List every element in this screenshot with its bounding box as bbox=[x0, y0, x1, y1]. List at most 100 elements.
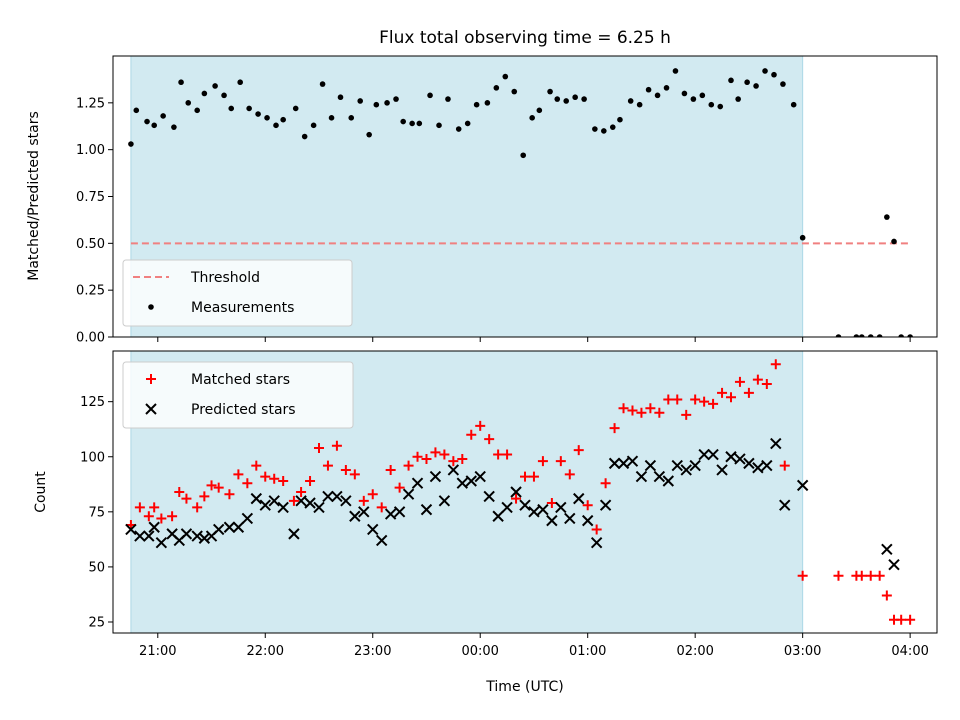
matched-star-point bbox=[296, 487, 307, 497]
predicted-star-point bbox=[734, 453, 746, 465]
measurement-point bbox=[799, 234, 806, 241]
measurement-point bbox=[144, 118, 150, 125]
y-tick-label: 75 bbox=[88, 505, 105, 520]
predicted-star-point bbox=[180, 528, 193, 540]
measurement-point bbox=[672, 68, 679, 74]
measurement-point bbox=[780, 81, 786, 87]
measurement-point bbox=[280, 116, 286, 123]
predicted-star-point bbox=[465, 475, 477, 487]
predicted-star-point bbox=[698, 448, 710, 461]
measurement-point bbox=[237, 79, 243, 86]
predicted-star-point bbox=[555, 501, 567, 514]
predicted-star-point bbox=[761, 459, 773, 472]
matched-star-point bbox=[181, 493, 192, 504]
measurement-point bbox=[663, 85, 670, 91]
x-tick-label: 03:00 bbox=[784, 644, 821, 659]
measurement-point bbox=[366, 131, 372, 138]
predicted-star-point bbox=[358, 506, 370, 518]
predicted-star-point bbox=[573, 492, 585, 505]
predicted-star-point bbox=[501, 501, 513, 514]
matched-star-point bbox=[269, 473, 280, 484]
measurement-point bbox=[400, 118, 406, 125]
predicted-star-point bbox=[259, 499, 271, 511]
predicted-star-point bbox=[644, 459, 657, 472]
measurement-point bbox=[337, 94, 344, 101]
matched-star-point bbox=[199, 491, 210, 502]
predicted-star-point bbox=[881, 543, 893, 555]
series-measurements bbox=[128, 68, 913, 337]
y-tick-label: 1.25 bbox=[76, 96, 105, 111]
matched-star-point bbox=[156, 513, 167, 524]
predicted-star-point bbox=[456, 477, 469, 489]
matched-star-point bbox=[484, 434, 495, 445]
measurement-point bbox=[319, 81, 326, 87]
predicted-star-point bbox=[707, 448, 719, 461]
matched-star-point bbox=[865, 570, 876, 581]
measurement-point bbox=[572, 94, 578, 101]
predicted-star-point bbox=[393, 506, 406, 518]
matched-star-point bbox=[149, 502, 160, 513]
predicted-star-point bbox=[608, 457, 621, 470]
predicted-star-point bbox=[510, 486, 522, 498]
matched-star-point bbox=[278, 475, 289, 486]
matched-star-point bbox=[690, 394, 701, 405]
measurement-point bbox=[609, 124, 616, 130]
matched-star-point bbox=[134, 502, 145, 513]
matched-star-point bbox=[708, 398, 719, 409]
measurement-point bbox=[699, 92, 706, 99]
matched-star-point bbox=[251, 460, 262, 471]
predicted-star-point bbox=[447, 464, 460, 476]
matched-star-point bbox=[636, 407, 647, 418]
measurement-point bbox=[373, 101, 380, 108]
legend-box bbox=[122, 361, 354, 429]
measurement-point bbox=[493, 85, 500, 91]
measurement-point bbox=[348, 115, 355, 121]
predicted-star-point bbox=[288, 528, 300, 540]
measurement-point bbox=[464, 120, 471, 127]
predicted-star-point bbox=[581, 514, 594, 527]
matched-star-point bbox=[770, 359, 781, 370]
predicted-star-point bbox=[474, 470, 486, 483]
matched-star-point bbox=[457, 453, 468, 464]
matched-star-point bbox=[358, 495, 369, 506]
measurement-point bbox=[762, 68, 768, 74]
matched-star-point bbox=[403, 460, 414, 471]
measurement-point bbox=[753, 83, 759, 89]
matched-star-point bbox=[726, 392, 736, 403]
matched-star-point bbox=[734, 376, 745, 387]
measurement-point bbox=[790, 101, 797, 108]
measurement-point bbox=[221, 92, 227, 99]
measurement-point bbox=[292, 105, 299, 112]
legend: Matched stars Predicted stars bbox=[122, 361, 354, 429]
matched-star-point bbox=[699, 396, 710, 407]
measurement-point bbox=[547, 88, 553, 95]
matched-star-point bbox=[466, 429, 477, 440]
measurement-point bbox=[728, 77, 734, 84]
predicted-star-point bbox=[304, 497, 316, 509]
measurement-point bbox=[246, 105, 252, 112]
measurement-point bbox=[636, 101, 643, 108]
matched-star-point bbox=[167, 511, 178, 522]
predicted-star-point bbox=[411, 477, 424, 489]
predicted-star-point bbox=[223, 521, 236, 533]
measurement-point bbox=[409, 120, 415, 127]
matched-star-point bbox=[896, 614, 907, 625]
measurement-point bbox=[301, 133, 308, 140]
matched-star-point bbox=[493, 449, 504, 460]
measurement-point bbox=[884, 214, 890, 220]
y-tick-label: 100 bbox=[80, 450, 105, 465]
predicted-star-point bbox=[402, 488, 415, 500]
y-tick-label: 0.75 bbox=[76, 190, 105, 205]
predicted-star-point bbox=[438, 495, 451, 507]
legend-predicted-swatch bbox=[145, 403, 157, 415]
predicted-star-point bbox=[662, 475, 675, 487]
matched-star-point bbox=[305, 475, 316, 486]
predicted-star-point bbox=[322, 490, 334, 503]
matched-star-point bbox=[600, 478, 611, 489]
x-tick-label: 22:00 bbox=[247, 644, 284, 659]
matched-star-point bbox=[288, 495, 299, 506]
measurement-point bbox=[876, 334, 883, 337]
matched-star-point bbox=[260, 471, 271, 482]
